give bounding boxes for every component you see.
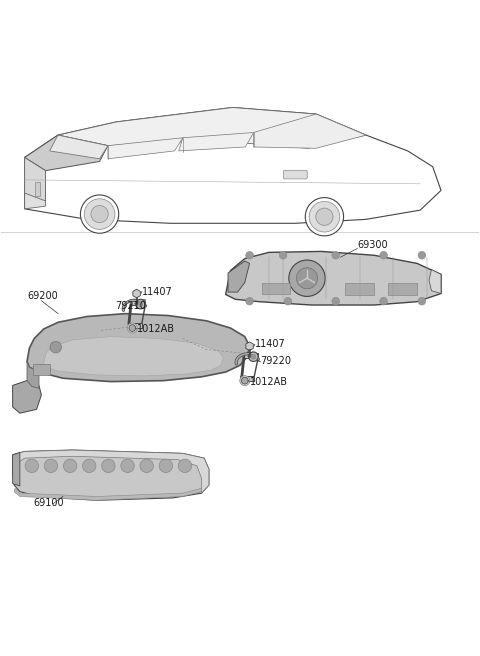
Circle shape — [159, 459, 172, 472]
Circle shape — [83, 459, 96, 472]
Circle shape — [50, 341, 61, 353]
Polygon shape — [27, 361, 39, 388]
Polygon shape — [244, 353, 258, 358]
Circle shape — [305, 197, 344, 236]
Polygon shape — [12, 450, 209, 493]
Polygon shape — [179, 133, 253, 151]
Circle shape — [289, 260, 325, 297]
Polygon shape — [131, 300, 145, 306]
Circle shape — [240, 376, 250, 386]
Text: 69300: 69300 — [357, 239, 388, 249]
Polygon shape — [24, 135, 108, 171]
Circle shape — [44, 459, 58, 472]
Text: 79210: 79210 — [116, 300, 146, 310]
Text: 11407: 11407 — [255, 339, 286, 349]
Text: 79220: 79220 — [260, 356, 291, 365]
Polygon shape — [108, 138, 183, 159]
Text: 1012AB: 1012AB — [137, 324, 175, 334]
Polygon shape — [49, 135, 108, 159]
Circle shape — [246, 297, 253, 305]
Circle shape — [178, 459, 192, 472]
Polygon shape — [27, 314, 250, 382]
Polygon shape — [24, 157, 46, 201]
Circle shape — [418, 251, 426, 259]
Text: 69100: 69100 — [33, 498, 64, 508]
Polygon shape — [133, 289, 140, 298]
Polygon shape — [128, 323, 142, 328]
FancyBboxPatch shape — [283, 171, 307, 179]
Circle shape — [297, 268, 318, 289]
Circle shape — [102, 459, 115, 472]
Text: 1012AB: 1012AB — [250, 377, 288, 386]
Circle shape — [140, 459, 154, 472]
Circle shape — [332, 297, 339, 305]
Circle shape — [121, 459, 134, 472]
Circle shape — [91, 205, 108, 222]
Polygon shape — [246, 342, 253, 350]
Circle shape — [418, 297, 426, 305]
Circle shape — [138, 302, 143, 306]
Text: 11407: 11407 — [143, 287, 173, 297]
Polygon shape — [226, 251, 441, 305]
Circle shape — [63, 459, 77, 472]
Circle shape — [380, 251, 387, 259]
Polygon shape — [240, 376, 254, 380]
Polygon shape — [14, 488, 202, 501]
Polygon shape — [12, 380, 41, 413]
Circle shape — [251, 354, 256, 359]
Polygon shape — [12, 453, 20, 486]
Circle shape — [332, 251, 339, 259]
Circle shape — [279, 251, 287, 259]
Circle shape — [84, 199, 115, 230]
Text: 69200: 69200 — [27, 291, 58, 301]
Circle shape — [316, 208, 333, 226]
Circle shape — [246, 251, 253, 259]
FancyBboxPatch shape — [35, 182, 39, 196]
Polygon shape — [58, 108, 366, 148]
Circle shape — [129, 325, 136, 331]
Polygon shape — [24, 157, 46, 209]
Circle shape — [241, 377, 248, 384]
Polygon shape — [44, 337, 223, 376]
Circle shape — [136, 299, 145, 309]
Polygon shape — [12, 450, 209, 501]
FancyBboxPatch shape — [262, 283, 290, 295]
FancyBboxPatch shape — [33, 364, 50, 375]
Circle shape — [25, 459, 38, 472]
Polygon shape — [24, 108, 441, 223]
Polygon shape — [253, 114, 366, 148]
FancyBboxPatch shape — [345, 283, 374, 295]
Polygon shape — [429, 270, 441, 293]
FancyBboxPatch shape — [388, 283, 417, 295]
Circle shape — [249, 352, 258, 361]
Circle shape — [284, 297, 292, 305]
Circle shape — [380, 297, 387, 305]
Circle shape — [127, 323, 137, 333]
Circle shape — [81, 195, 119, 234]
Polygon shape — [228, 261, 250, 292]
Circle shape — [309, 201, 340, 232]
